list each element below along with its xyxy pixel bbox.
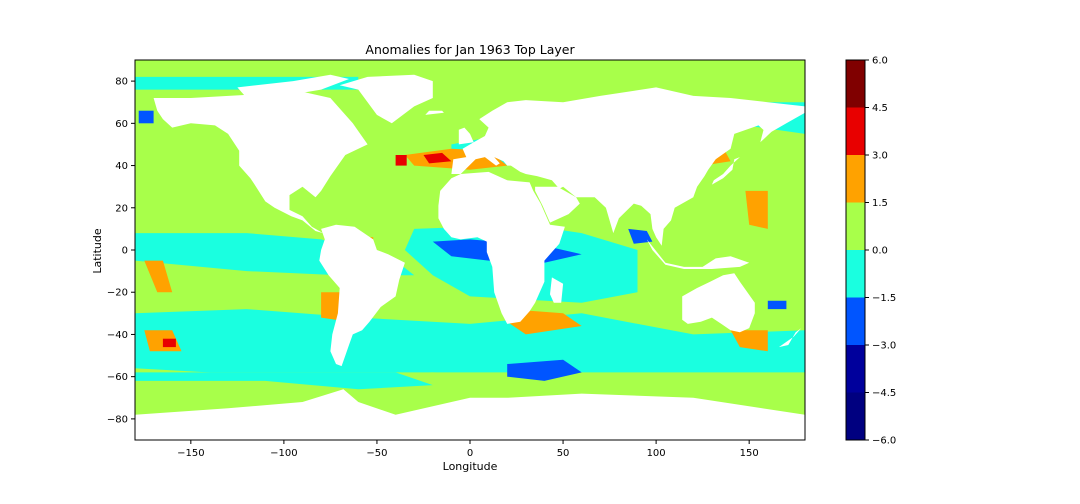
land-iceland [425,110,444,115]
y-tick-label: −60 [107,372,128,383]
x-tick-label: 0 [467,448,473,459]
y-tick-label: −80 [107,414,128,425]
anomaly-region [135,372,433,390]
colorbar-segment [846,155,865,203]
land-uk [458,127,474,145]
anomaly-region [144,260,173,293]
land-europe-asia [451,87,805,246]
x-axis-ticks: −150 −100 −50 0 50 100 150 [177,440,759,459]
y-tick-label: 20 [115,203,128,214]
y-tick-label: 40 [115,161,128,172]
colorbar-segment [846,250,865,298]
land-indonesia [646,239,750,269]
colorbar-tick-label: −3.0 [872,341,896,352]
land-kamchatka [760,123,774,143]
land-greenland [339,74,433,124]
y-tick-label: 0 [122,246,128,257]
x-axis-label: Longitude [443,460,498,473]
land-africa [438,171,565,324]
y-tick-label: −40 [107,330,128,341]
colorbar-segment [846,345,865,393]
land-arctic-canada [237,74,349,98]
land-arabia [535,186,580,223]
land-north-america [153,91,368,234]
colorbar-tick-label: −1.5 [872,293,896,304]
map-area [135,60,805,440]
anomaly-region [135,309,805,388]
anomaly-region [730,330,768,352]
y-tick-label: 60 [115,119,128,130]
anomaly-region [628,228,653,244]
x-tick-label: 50 [557,448,570,459]
colorbar-tick-label: −6.0 [872,436,896,447]
y-tick-label: −20 [107,288,128,299]
anomaly-region [507,359,582,381]
x-tick-label: −50 [366,448,387,459]
land-south-america [319,224,405,367]
colorbar-segment [846,60,865,108]
anomaly-region [423,152,452,164]
land-layer [135,74,805,440]
colorbar-tick-label: 3.0 [872,151,888,162]
colorbar-segment [846,107,865,155]
colorbar-segment [846,392,865,440]
colorbar-tick-label: 4.5 [872,103,888,114]
colorbar: −6.0 −4.5 −3.0 −1.5 0.0 1.5 3.0 4.5 6.0 [845,56,896,447]
colorbar-tick-label: 1.5 [872,198,888,209]
colorbar-tick-label: −4.5 [872,388,896,399]
anomaly-region [138,110,154,124]
colorbar-tick-label: 6.0 [872,56,888,67]
land-australia [682,273,755,333]
anomaly-region [162,338,176,348]
x-tick-label: 150 [740,448,759,459]
x-tick-label: 100 [647,448,666,459]
land-madagascar [550,277,564,303]
land-japan [711,157,740,185]
anomaly-region [767,300,787,310]
y-tick-label: 80 [115,77,128,88]
land-new-zealand [778,328,802,348]
y-axis-label: Latitude [91,228,104,274]
anomaly-region [395,155,407,166]
x-tick-label: −100 [270,448,297,459]
anomaly-region [745,190,768,229]
y-axis-ticks: 80 60 40 20 0 −20 −40 −60 −80 [107,77,135,425]
chart-title: Anomalies for Jan 1963 Top Layer [365,42,575,57]
colorbar-segment [846,202,865,250]
colorbar-tick-label: 0.0 [872,246,888,257]
land-antarctica [135,389,805,440]
colorbar-segment [846,297,865,345]
x-tick-label: −150 [177,448,204,459]
